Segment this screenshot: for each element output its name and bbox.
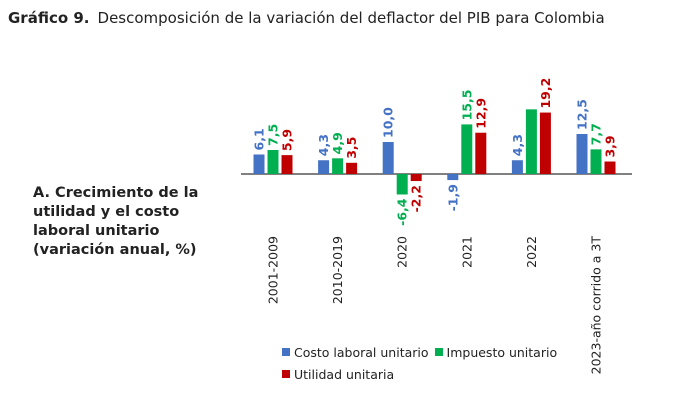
legend-swatch-impuesto [434, 348, 443, 356]
bar [590, 149, 602, 174]
bar [511, 160, 523, 174]
data-label: 7,5 [266, 124, 281, 146]
data-label: -6,4 [395, 198, 410, 226]
legend-item-utilidad: Utilidad unitaria [282, 367, 394, 382]
legend: Costo laboral unitario Impuesto unitario… [282, 341, 563, 385]
figure-title: Descomposición de la variación del defla… [97, 9, 605, 27]
bar [576, 134, 588, 174]
bar [461, 124, 473, 174]
data-label: 4,3 [316, 134, 331, 156]
bar [410, 174, 422, 182]
legend-label-impuesto: Impuesto unitario [446, 344, 558, 360]
data-label: 12,9 [473, 98, 488, 129]
data-label: 7,7 [589, 123, 604, 145]
figure-number: Gráfico 9. [8, 9, 90, 27]
data-label: 12,5 [575, 99, 590, 130]
data-label: 3,9 [603, 135, 618, 157]
category-label: 2023-año corrido a 3T [589, 236, 604, 375]
bar [382, 142, 394, 174]
bar [267, 150, 279, 174]
data-label: 3,5 [344, 137, 359, 159]
bar [447, 174, 459, 181]
data-label: 5,9 [280, 129, 295, 151]
data-label: 4,3 [510, 134, 525, 156]
legend-label-costo-laboral: Costo laboral unitario [294, 344, 429, 360]
category-label: 2021 [459, 236, 474, 268]
category-label: 2022 [524, 236, 539, 268]
data-label: 10,0 [381, 107, 396, 138]
bar [281, 155, 293, 174]
bar [396, 174, 408, 195]
legend-swatch-utilidad [282, 370, 290, 378]
bar [475, 132, 487, 174]
legend-item-impuesto: Impuesto unitario [434, 344, 558, 360]
chart-title: Gráfico 9. Descomposición de la variación… [8, 9, 605, 27]
bar [253, 154, 265, 174]
panel-label: A. Crecimiento de la utilidad y el costo… [33, 185, 199, 258]
legend-label-utilidad: Utilidad unitaria [294, 366, 395, 382]
bar [539, 112, 551, 174]
data-label: 15,5 [459, 90, 474, 121]
category-label: 2010-2019 [330, 236, 345, 304]
data-label: -1,9 [445, 184, 460, 211]
data-label: 19,2 [538, 78, 553, 109]
bar [525, 109, 537, 174]
bar [604, 161, 616, 174]
bar [318, 160, 330, 174]
category-label: 2020 [395, 236, 410, 268]
data-label: 4,9 [330, 132, 345, 154]
legend-swatch-costo-laboral [282, 348, 290, 356]
data-label: 6,1 [252, 128, 267, 150]
bar [346, 162, 358, 174]
data-label: -2,2 [409, 185, 424, 212]
legend-item-costo-laboral: Costo laboral unitario [282, 345, 429, 360]
bar [332, 158, 344, 174]
category-label: 2001-2009 [266, 236, 281, 304]
